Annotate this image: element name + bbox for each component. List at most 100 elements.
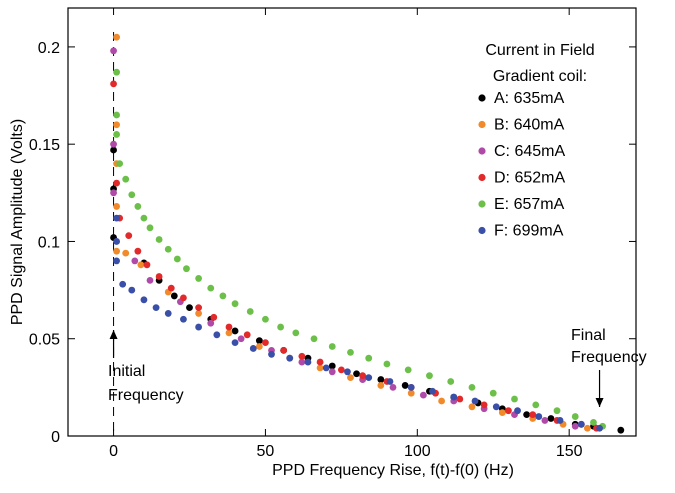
data-point [113,121,120,129]
data-point [298,352,306,360]
legend-label: C: 645mA [494,143,565,160]
data-point [328,368,336,376]
data-point [183,265,190,273]
data-point [556,417,564,424]
series-a [110,146,625,434]
data-point [164,245,172,253]
data-point [134,203,142,210]
legend-marker [478,200,486,208]
data-point [180,315,187,323]
legend-label: D: 652mA [494,170,565,187]
data-point [152,304,160,311]
legend-label: B: 640mA [494,117,565,134]
data-point [353,370,360,378]
data-point [377,382,385,389]
data-point [113,68,120,76]
data-point [286,354,294,362]
data-point [280,347,288,354]
data-point [316,364,324,372]
y-tick-label: 0.05 [29,332,60,349]
data-point [359,372,367,380]
data-point [532,401,540,409]
legend-marker [478,226,486,235]
data-point [155,236,163,243]
data-point [498,409,506,417]
data-point [468,403,476,411]
data-point [268,350,275,358]
annotation-initial-line2: Frequency [108,387,184,404]
data-point [110,146,117,154]
data-point [170,292,178,300]
y-tick-label: 0.15 [29,137,60,154]
data-point [113,214,120,222]
data-point [155,273,163,280]
data-point [404,366,412,374]
data-point [328,362,336,370]
legend-marker [478,173,486,182]
data-point [322,364,330,372]
series-f [113,214,603,432]
data-point [195,275,203,282]
data-point [137,261,145,269]
data-point [231,339,239,347]
data-point [456,395,464,403]
data-point [489,389,497,397]
data-point [231,327,239,335]
data-point [553,407,561,415]
data-point [146,276,154,284]
plot-frame [67,7,637,437]
data-point [173,255,181,263]
initial-frequency-arrow-head [109,330,118,339]
data-point [447,378,455,385]
data-point [337,366,345,374]
data-point [110,80,117,88]
data-point [237,335,245,343]
data-point [128,286,136,294]
data-points [110,33,625,434]
data-point [492,403,500,411]
annotation-final-line1: Final [571,327,606,344]
data-point [514,407,521,415]
data-point [195,304,203,311]
data-point [113,238,120,245]
data-point [426,372,433,380]
data-point [113,247,120,255]
data-point [262,315,269,323]
legend-title-line2: Gradient coil: [493,68,587,85]
data-point [419,391,427,399]
data-point [195,323,203,331]
data-point [113,203,120,210]
data-point [590,418,597,426]
data-point [529,411,537,418]
data-point [195,310,203,317]
data-point [541,417,549,424]
data-point [547,415,555,422]
series-b [113,33,591,432]
data-point [596,424,603,432]
data-point [167,284,175,292]
data-point [328,343,336,350]
data-point [292,329,300,337]
data-point [386,378,394,385]
legend-marker [478,94,486,102]
data-point [110,47,117,55]
data-point [383,360,391,368]
x-axis-ticks: 0 50 100 150 [109,8,583,460]
legend-marker [478,147,486,155]
data-point [125,232,133,240]
data-point [140,214,148,222]
data-point [186,304,193,311]
data-point [617,426,625,434]
legend-label: F: 699mA [494,223,564,240]
y-tick-label: 0 [51,429,60,446]
data-point [113,33,120,41]
data-point [207,319,215,327]
data-point [310,335,318,343]
series-e [113,68,606,430]
legend-label: E: 657mA [494,196,565,213]
data-point [304,358,312,366]
legend-label: A: 635mA [494,90,565,107]
data-point [113,111,120,119]
y-tick-label: 0.2 [38,40,60,57]
data-point [119,280,127,288]
